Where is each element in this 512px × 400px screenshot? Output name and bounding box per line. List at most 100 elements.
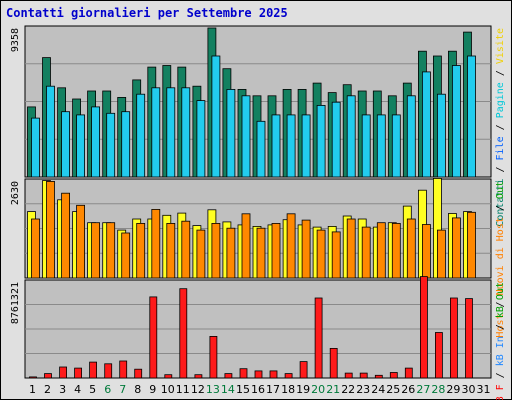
x-tick-label: 23 <box>356 383 370 396</box>
bar-host <box>301 219 311 279</box>
bar-host <box>151 208 161 279</box>
bar-host <box>121 232 131 279</box>
bar-host <box>196 229 206 279</box>
bar-kb-f <box>314 297 323 379</box>
bar-file <box>46 85 55 178</box>
bar-host <box>136 222 146 279</box>
bar-file <box>196 100 206 178</box>
panel-1-ymax-label: 9358 <box>10 28 21 52</box>
bar-file <box>376 114 386 178</box>
bar-file <box>256 120 266 178</box>
bar-file <box>421 71 431 178</box>
bar-file <box>361 114 371 178</box>
bar-kb-f <box>239 368 248 379</box>
bar-file <box>436 93 446 178</box>
x-tick-label: 25 <box>386 383 400 396</box>
bar-kb-f <box>434 332 443 379</box>
legend-item: Visite <box>495 28 506 64</box>
bar-kb-f <box>254 370 263 379</box>
legend-separator: / <box>495 160 506 178</box>
bar-file <box>181 87 191 178</box>
x-tick-label: 31 <box>477 383 491 396</box>
bar-host <box>361 226 371 279</box>
x-tick-label: 22 <box>341 383 355 396</box>
bar-file <box>331 101 341 178</box>
legend-item: Contatti <box>495 179 506 227</box>
bar-host <box>76 204 85 279</box>
chart-title: Contatti giornalieri per Settembre 2025 <box>6 6 288 20</box>
x-tick-label: 18 <box>281 383 295 396</box>
legend-item: kB F <box>495 384 506 400</box>
bar-file <box>301 114 311 178</box>
legend-separator: / <box>495 64 506 82</box>
panel-3-legend: kB F / kB In / kB Out <box>495 282 506 400</box>
legend-separator: / <box>495 118 506 136</box>
bar-host <box>226 227 236 279</box>
panel-3-ymax-label: 8761321 <box>10 282 21 324</box>
bar-host <box>106 222 116 279</box>
x-tick-label: 24 <box>371 383 385 396</box>
bar-kb-f <box>419 276 428 379</box>
x-tick-label: 20 <box>311 383 325 396</box>
x-tick-label: 21 <box>326 383 340 396</box>
x-tick-label: 4 <box>74 383 81 396</box>
legend-item: kB In <box>495 336 506 366</box>
x-tick-label: 2 <box>44 383 51 396</box>
bar-kb-f <box>299 361 308 379</box>
bar-kb-f <box>224 373 233 379</box>
bar-kb-f <box>284 373 293 379</box>
bar-host <box>467 211 476 279</box>
bar-kb-f <box>74 367 82 379</box>
x-tick-label: 26 <box>401 383 415 396</box>
bar-kb-f <box>209 335 218 379</box>
bar-host <box>346 218 356 279</box>
bar-kb-f <box>134 368 143 379</box>
legend-separator: / <box>495 199 506 217</box>
bar-file <box>121 111 131 178</box>
bar-kb-f <box>104 363 113 379</box>
legend-item: Nuovi di Host <box>495 217 506 295</box>
bar-host <box>316 229 326 279</box>
x-tick-label: 14 <box>221 383 235 396</box>
bar-host <box>391 222 401 279</box>
bar-host <box>181 220 191 279</box>
x-tick-label: 15 <box>236 383 250 396</box>
x-tick-label: 17 <box>266 383 280 396</box>
x-tick-label: 30 <box>462 383 476 396</box>
bar-file <box>286 114 296 178</box>
bar-file <box>467 55 476 178</box>
bar-file <box>241 95 251 178</box>
x-tick-label: 6 <box>104 383 111 396</box>
x-tick-label: 12 <box>191 383 205 396</box>
x-tick-label: 13 <box>206 383 220 396</box>
legend-item: File <box>495 136 506 160</box>
x-tick-label: 5 <box>89 383 96 396</box>
bar-kb-f <box>89 361 97 379</box>
bar-host <box>376 222 386 279</box>
bar-file <box>346 95 356 178</box>
bar-file <box>406 95 416 178</box>
legend-separator: / <box>495 295 506 313</box>
bar-host <box>46 180 55 279</box>
bar-file <box>451 65 461 178</box>
legend-item: Pagine <box>495 82 506 118</box>
bar-host <box>211 222 221 279</box>
bar-kb-f <box>29 376 37 379</box>
bar-file <box>316 105 326 178</box>
x-tick-label: 16 <box>251 383 265 396</box>
bar-kb-f <box>194 374 203 379</box>
bar-file <box>271 114 281 178</box>
bar-file <box>76 114 85 178</box>
bar-kb-f <box>59 366 67 379</box>
bar-kb-f <box>179 288 188 379</box>
bar-file <box>106 112 116 178</box>
bar-host <box>421 224 431 279</box>
legend-item: Out <box>495 181 506 199</box>
bar-file <box>136 93 146 178</box>
bar-host <box>61 192 70 279</box>
bar-file <box>151 87 161 178</box>
bar-kb-f <box>359 372 368 379</box>
bar-kb-f <box>404 367 413 379</box>
bar-kb-f <box>119 360 128 379</box>
x-tick-label: 8 <box>134 383 141 396</box>
